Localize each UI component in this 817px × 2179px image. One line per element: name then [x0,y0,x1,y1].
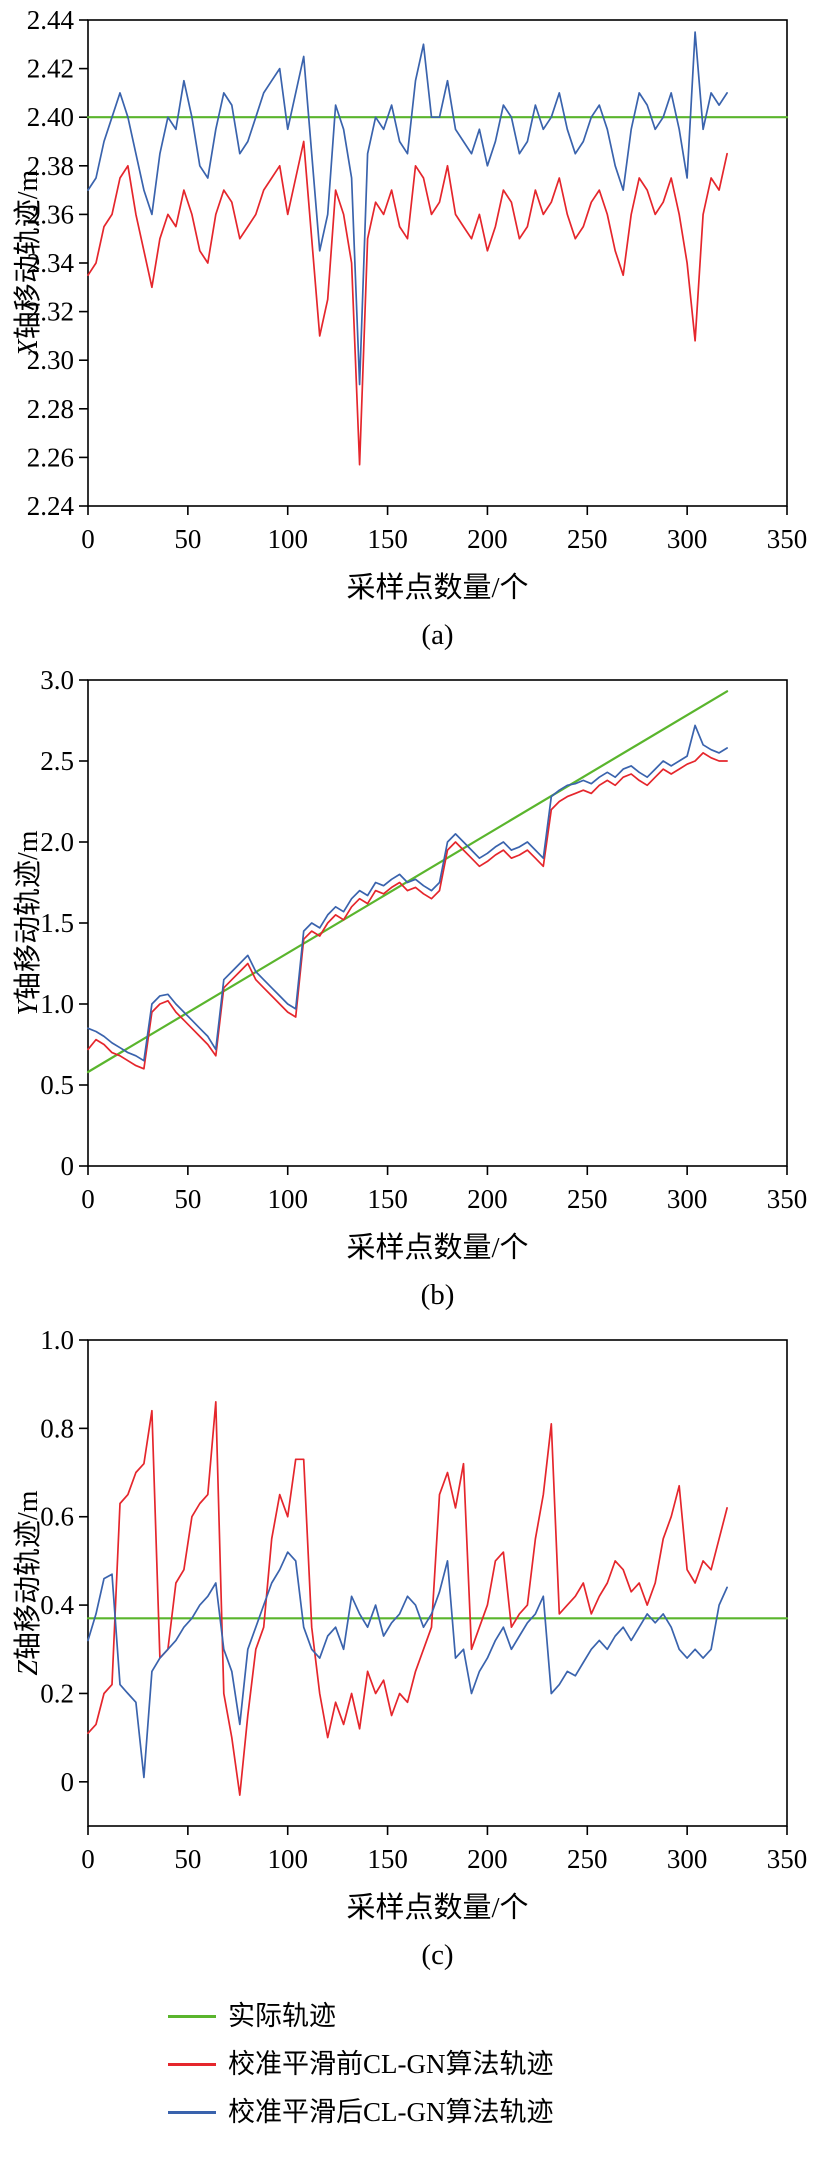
x-tick-label: 50 [174,1844,201,1874]
series-line-after [87,31,728,386]
chart-y-trajectory: Y轴移动轨迹/m 0 50 100 150 200 250 300 350 0 0.5 1.0 1.5… [0,668,817,1318]
y-tick-label: 0.4 [40,1590,74,1620]
y-tick-label: 2.0 [40,827,74,857]
y-tick-label: 2.34 [27,248,75,278]
plot-border [87,679,788,1167]
x-tick-label: 350 [767,1184,808,1214]
legend-label-actual: 实际轨迹 [228,2001,336,2031]
plot-canvas-a: 0 50 100 150 200 250 300 350 2.24 2.26 2.28 2.30 2.3… [27,8,808,554]
y-tick-label: 0.6 [40,1502,74,1532]
plot-border [87,19,788,507]
legend-label-after: 校准平滑后CL-GN算法轨迹 [228,2097,554,2127]
y-tick-label: 0 [61,1151,75,1181]
y-tick-label: 2.32 [27,297,74,327]
y-tick-label: 2.44 [27,8,75,35]
y-axis-title: X轴移动轨迹/m [13,169,44,357]
x-tick-label: 250 [567,1184,608,1214]
y-tick-label: 2.28 [27,394,74,424]
chart-caption: (c) [421,1939,454,1971]
legend-label-before: 校准平滑前CL-GN算法轨迹 [228,2049,554,2079]
series-line-before [87,140,728,466]
y-tick-label: 3.0 [40,668,74,695]
x-tick-label: 100 [267,1844,308,1874]
x-tick-label: 0 [81,1844,95,1874]
y-tick-label: 2.30 [27,345,74,375]
figure-page: X轴移动轨迹/m 0 50 100 150 200 250 300 350 2.24 2.26 2.… [0,8,817,2128]
x-tick-label: 150 [367,524,408,554]
x-tick-label: 0 [81,524,95,554]
plot-canvas-b: 0 50 100 150 200 250 300 350 0 0.5 1.0 1.5 2.0 2.5 3.0 [40,668,808,1214]
series-line-before [87,752,728,1070]
y-tick-label: 1.0 [40,989,74,1019]
y-tick-label: 2.26 [27,442,74,472]
x-tick-label: 250 [567,1844,608,1874]
chart-caption: (b) [420,1279,455,1311]
y-axis-title: Y轴移动轨迹/m [13,830,44,1016]
y-tick-label: 0.2 [40,1678,74,1708]
legend-item-after: 校准平滑后CL-GN算法轨迹 [168,2096,817,2128]
x-tick-label: 50 [174,524,201,554]
x-tick-label: 100 [267,1184,308,1214]
legend-item-actual: 实际轨迹 [168,2000,817,2032]
y-tick-label: 1.0 [40,1328,74,1355]
x-tick-label: 300 [667,1844,708,1874]
y-tick-label: 0 [61,1767,75,1797]
x-tick-label: 350 [767,524,808,554]
legend: 实际轨迹 校准平滑前CL-GN算法轨迹 校准平滑后CL-GN算法轨迹 [168,2000,817,2128]
y-tick-label: 2.38 [27,151,74,181]
x-tick-label: 150 [367,1844,408,1874]
x-tick-label: 200 [467,1184,508,1214]
y-tick-label: 0.8 [40,1413,74,1443]
chart-x-trajectory: X轴移动轨迹/m 0 50 100 150 200 250 300 350 2.24 2.26 2.… [0,8,817,658]
x-tick-label: 200 [467,524,508,554]
legend-line-before [168,2062,216,2066]
x-tick-label: 350 [767,1844,808,1874]
y-tick-label: 2.36 [27,199,74,229]
legend-line-actual [168,2014,216,2018]
series-line-after [87,724,728,1062]
y-axis-title: Z轴移动轨迹/m [13,1490,44,1676]
x-tick-label: 0 [81,1184,95,1214]
y-tick-label: 1.5 [40,908,74,938]
series-line-after [87,1551,728,1779]
chart-z-trajectory: Z轴移动轨迹/m 0 50 100 150 200 250 300 350 0 0.2 0.4 0.6… [0,1328,817,1978]
legend-item-before: 校准平滑前CL-GN算法轨迹 [168,2048,817,2080]
x-tick-label: 100 [267,524,308,554]
plot-border [87,1339,788,1827]
x-axis-title: 采样点数量/个 [346,572,529,604]
y-tick-label: 2.42 [27,54,74,84]
series-line-before [87,1401,728,1796]
y-tick-label: 2.5 [40,746,74,776]
y-tick-label: 0.5 [40,1070,74,1100]
x-tick-label: 300 [667,524,708,554]
x-tick-label: 150 [367,1184,408,1214]
legend-line-after [168,2110,216,2114]
x-tick-label: 250 [567,524,608,554]
x-tick-label: 50 [174,1184,201,1214]
chart-caption: (a) [421,619,454,651]
y-tick-label: 2.24 [27,491,75,521]
plot-canvas-c: 0 50 100 150 200 250 300 350 0 0.2 0.4 0.6 0.8 1.0 [40,1328,808,1874]
x-tick-label: 200 [467,1844,508,1874]
x-axis-title: 采样点数量/个 [346,1892,529,1924]
x-axis-title: 采样点数量/个 [346,1232,529,1264]
x-tick-label: 300 [667,1184,708,1214]
y-tick-label: 2.40 [27,102,74,132]
